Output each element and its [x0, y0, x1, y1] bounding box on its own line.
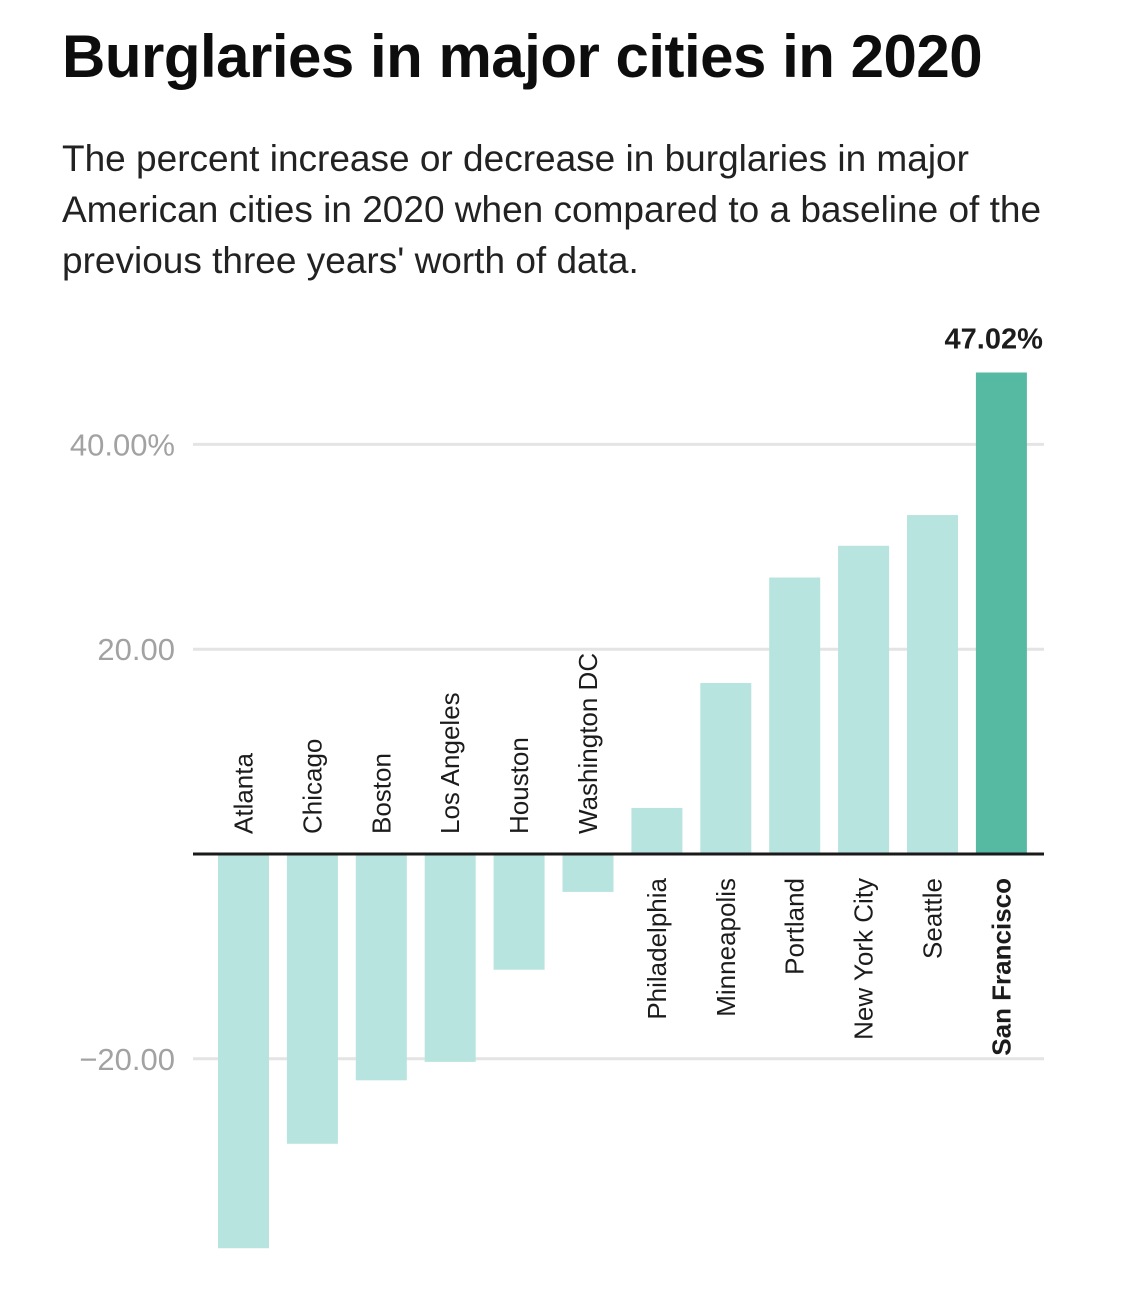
bar-philadelphia [631, 807, 683, 854]
category-label: Boston [366, 753, 396, 834]
y-tick-label: −20.00 [79, 1042, 175, 1077]
bar-new-york-city [838, 545, 890, 854]
annotations: 47.02% [945, 324, 1044, 356]
bar-chicago [286, 854, 338, 1144]
y-tick-label: 40.00% [70, 427, 175, 462]
bars [218, 372, 1027, 1249]
category-label: Minneapolis [711, 878, 741, 1017]
bar-minneapolis [700, 682, 752, 854]
category-label: Portland [780, 878, 810, 975]
value-label: 47.02% [945, 324, 1044, 356]
bar-san-francisco [975, 372, 1027, 854]
bar-boston [355, 854, 407, 1081]
category-label: Atlanta [229, 753, 259, 834]
category-labels: Atlanta Chicago Boston Los Angeles Houston Wa… [229, 653, 1017, 1056]
category-label: Seattle [918, 878, 948, 959]
bar-portland [769, 577, 821, 854]
category-label: Houston [504, 737, 534, 834]
bar-washington-dc [562, 854, 614, 892]
chart-title: Burglaries in major cities in 2020 [62, 23, 983, 90]
y-axis-ticks: 40.00% 20.00 −20.00 [70, 427, 175, 1076]
category-label: Philadelphia [642, 877, 672, 1019]
category-label: Washington DC [573, 653, 603, 834]
bar-houston [493, 854, 545, 970]
bar-atlanta [218, 854, 269, 1249]
bar-seattle [907, 515, 958, 854]
bar-los-angeles [424, 854, 476, 1062]
y-tick-label: 20.00 [97, 632, 175, 667]
category-label: Chicago [297, 739, 327, 834]
category-label: Los Angeles [435, 692, 465, 834]
chart-subtitle: The percent increase or decrease in burg… [62, 138, 1042, 281]
category-label: New York City [849, 878, 879, 1040]
category-label: San Francisco [986, 878, 1016, 1056]
